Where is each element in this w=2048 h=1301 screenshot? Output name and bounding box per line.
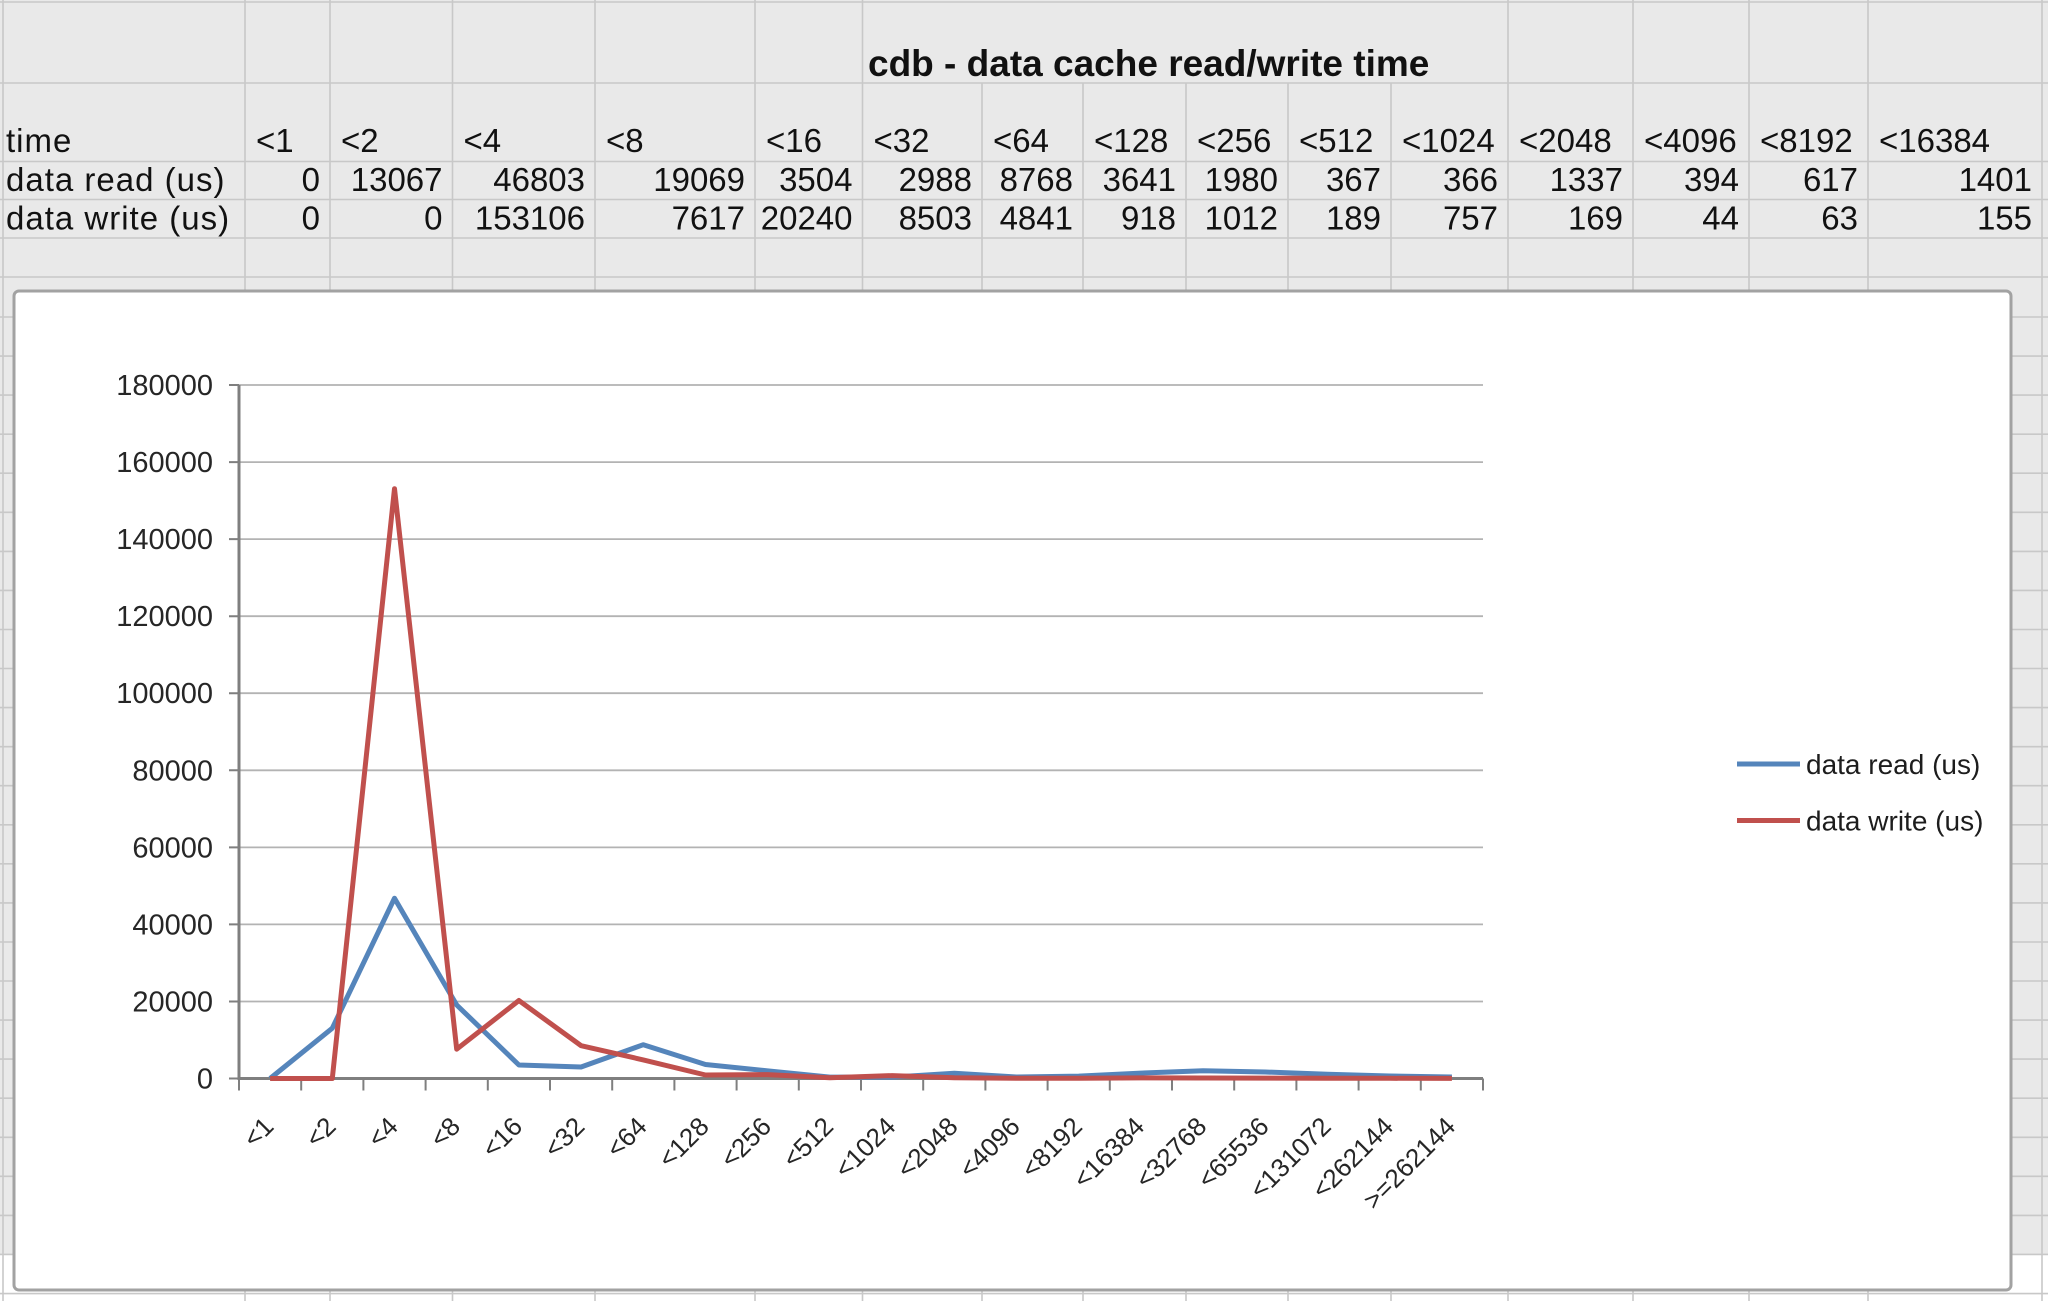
svg-text:757: 757 xyxy=(1443,200,1498,237)
svg-text:13067: 13067 xyxy=(351,161,443,198)
svg-text:153106: 153106 xyxy=(475,200,585,237)
svg-text:<16: <16 xyxy=(766,122,822,159)
svg-text:20240: 20240 xyxy=(761,200,853,237)
svg-text:189: 189 xyxy=(1326,200,1381,237)
svg-text:394: 394 xyxy=(1684,161,1739,198)
svg-text:2988: 2988 xyxy=(899,161,972,198)
svg-text:100000: 100000 xyxy=(116,678,213,710)
svg-text:3641: 3641 xyxy=(1103,161,1176,198)
svg-text:<1024: <1024 xyxy=(1402,122,1495,159)
svg-text:data write (us): data write (us) xyxy=(6,200,230,237)
svg-text:<512: <512 xyxy=(1299,122,1373,159)
svg-text:19069: 19069 xyxy=(653,161,745,198)
svg-text:63: 63 xyxy=(1821,200,1858,237)
svg-text:617: 617 xyxy=(1803,161,1858,198)
svg-text:<2048: <2048 xyxy=(1519,122,1612,159)
svg-text:60000: 60000 xyxy=(132,832,213,864)
svg-text:120000: 120000 xyxy=(116,601,213,633)
svg-text:<1: <1 xyxy=(256,122,294,159)
svg-text:0: 0 xyxy=(197,1064,213,1096)
svg-text:44: 44 xyxy=(1702,200,1739,237)
svg-text:40000: 40000 xyxy=(132,909,213,941)
svg-text:366: 366 xyxy=(1443,161,1498,198)
svg-text:1980: 1980 xyxy=(1205,161,1278,198)
svg-text:8503: 8503 xyxy=(899,200,972,237)
svg-text:<64: <64 xyxy=(993,122,1049,159)
svg-text:0: 0 xyxy=(302,161,320,198)
svg-text:46803: 46803 xyxy=(493,161,585,198)
svg-text:<128: <128 xyxy=(1094,122,1168,159)
svg-text:<32: <32 xyxy=(874,122,930,159)
svg-text:8768: 8768 xyxy=(1000,161,1073,198)
svg-text:80000: 80000 xyxy=(132,755,213,787)
svg-text:3504: 3504 xyxy=(779,161,852,198)
svg-text:0: 0 xyxy=(302,200,320,237)
svg-text:155: 155 xyxy=(1977,200,2032,237)
svg-text:918: 918 xyxy=(1121,200,1176,237)
svg-text:7617: 7617 xyxy=(672,200,745,237)
svg-text:data read (us): data read (us) xyxy=(1806,749,1980,780)
svg-text:cdb - data cache read/write ti: cdb - data cache read/write time xyxy=(868,43,1429,84)
svg-text:4841: 4841 xyxy=(1000,200,1073,237)
svg-text:180000: 180000 xyxy=(116,370,213,402)
svg-text:<4096: <4096 xyxy=(1644,122,1737,159)
svg-text:20000: 20000 xyxy=(132,987,213,1019)
svg-text:1012: 1012 xyxy=(1205,200,1278,237)
svg-text:0: 0 xyxy=(424,200,442,237)
svg-text:data read (us): data read (us) xyxy=(6,161,225,198)
svg-text:140000: 140000 xyxy=(116,524,213,556)
svg-text:<8: <8 xyxy=(606,122,644,159)
svg-text:<4: <4 xyxy=(464,122,502,159)
svg-text:<16384: <16384 xyxy=(1879,122,1990,159)
svg-text:367: 367 xyxy=(1326,161,1381,198)
svg-text:<256: <256 xyxy=(1197,122,1271,159)
svg-text:1337: 1337 xyxy=(1550,161,1623,198)
svg-text:1401: 1401 xyxy=(1959,161,2032,198)
svg-text:<8192: <8192 xyxy=(1760,122,1853,159)
svg-text:data write (us): data write (us) xyxy=(1806,806,1983,837)
svg-text:time: time xyxy=(6,122,72,159)
svg-text:169: 169 xyxy=(1568,200,1623,237)
svg-text:<2: <2 xyxy=(341,122,379,159)
svg-text:160000: 160000 xyxy=(116,447,213,479)
